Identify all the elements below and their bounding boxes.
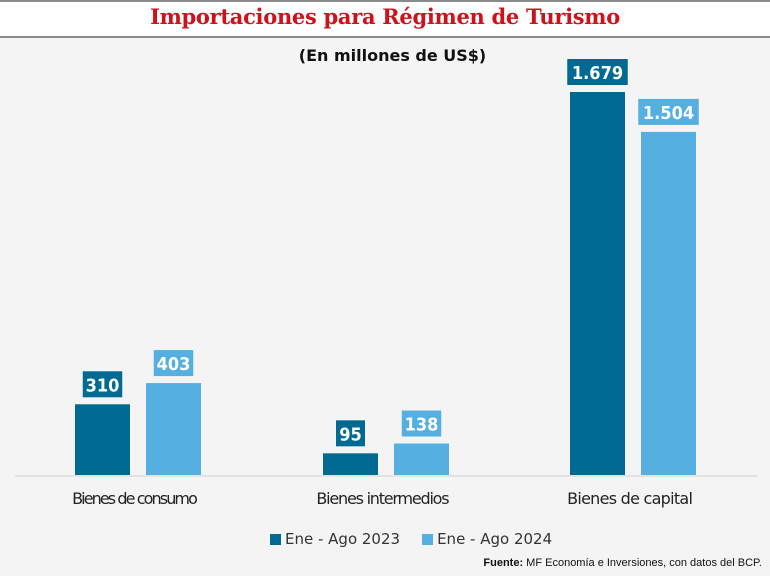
data-label-0-1: 403 bbox=[157, 354, 191, 375]
data-label-box-0-1 bbox=[153, 350, 194, 377]
bar-1-0 bbox=[323, 453, 378, 475]
chart-title: Importaciones para Régimen de Turismo bbox=[150, 4, 620, 29]
legend-item-2023: Ene - Ago 2023 bbox=[270, 530, 400, 548]
bar-2-0 bbox=[570, 92, 625, 475]
legend: Ene - Ago 2023 Ene - Ago 2024 bbox=[270, 530, 552, 548]
data-label-2-0: 1.679 bbox=[572, 63, 623, 84]
category-label-1: Bienes intermedios bbox=[316, 489, 449, 508]
category-label-0: Bienes de consumo bbox=[72, 489, 198, 508]
legend-swatch-2023 bbox=[270, 533, 281, 545]
title-bar bbox=[0, 0, 770, 38]
source-label: Fuente: bbox=[483, 557, 524, 569]
source-note: Fuente: MF Economía e Inversiones, con d… bbox=[483, 557, 762, 569]
data-label-box-2-1 bbox=[638, 98, 699, 125]
data-label-box-1-0 bbox=[336, 420, 365, 447]
bar-1-1 bbox=[394, 443, 449, 475]
bar-0-1 bbox=[146, 383, 201, 475]
data-label-box-0-0 bbox=[82, 371, 123, 398]
category-label-2: Bienes de capital bbox=[567, 489, 693, 508]
legend-label-2023: Ene - Ago 2023 bbox=[285, 530, 401, 548]
bar-2-1 bbox=[641, 131, 696, 475]
legend-swatch-2024 bbox=[422, 533, 434, 545]
data-label-box-2-0 bbox=[567, 59, 628, 85]
data-label-1-1: 138 bbox=[405, 415, 439, 436]
data-label-box-1-1 bbox=[401, 410, 442, 437]
bar-0-0 bbox=[75, 404, 130, 475]
legend-label-2024: Ene - Ago 2024 bbox=[437, 530, 553, 548]
data-label-1-0: 95 bbox=[339, 424, 362, 445]
data-label-0-0: 310 bbox=[86, 375, 120, 396]
data-label-2-1: 1.504 bbox=[643, 103, 694, 124]
legend-item-2024: Ene - Ago 2024 bbox=[422, 530, 552, 548]
chart-subtitle: (En millones de US$) bbox=[298, 46, 487, 65]
source-text: MF Economía e Inversiones, con datos del… bbox=[523, 557, 762, 569]
